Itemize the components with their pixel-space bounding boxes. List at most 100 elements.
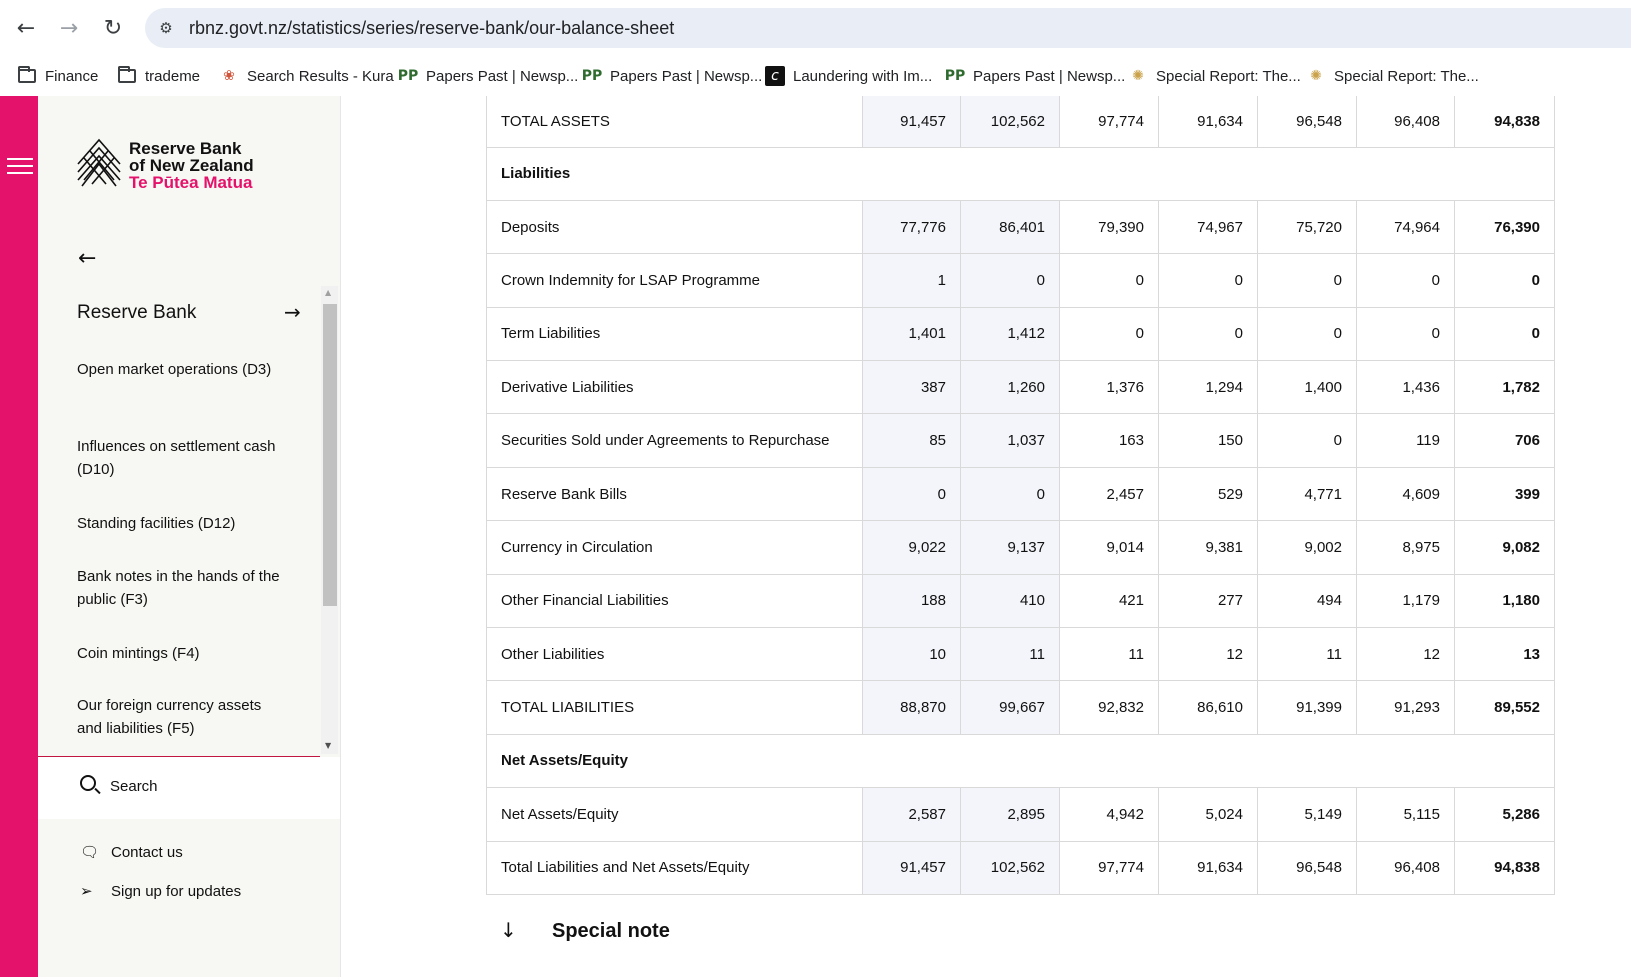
table-cell: 77,776 bbox=[862, 199, 961, 255]
papers-past-icon: PP bbox=[581, 68, 603, 84]
section-row: Net Assets/Equity bbox=[486, 733, 1555, 789]
row-label: Currency in Circulation bbox=[486, 520, 863, 575]
table-cell: 5,149 bbox=[1257, 787, 1357, 842]
table-cell: 0 bbox=[960, 466, 1060, 522]
table-cell: 5,024 bbox=[1158, 787, 1258, 842]
table-cell: 9,082 bbox=[1454, 520, 1555, 575]
sidebar-item-foreign-currency[interactable]: Our foreign currency assets and liabilit… bbox=[77, 697, 262, 737]
table-row: Currency in Circulation 9,022 9,137 9,014 9,… bbox=[486, 520, 1555, 575]
row-label: TOTAL LIABILITIES bbox=[486, 680, 863, 735]
table-cell: 91,634 bbox=[1158, 840, 1258, 895]
table-cell: 0 bbox=[862, 466, 961, 522]
arrow-down-icon: ↓ bbox=[500, 918, 517, 942]
table-cell: 706 bbox=[1454, 413, 1555, 468]
hamburger-menu-icon[interactable] bbox=[7, 158, 33, 174]
sidebar-item-standing-facilities[interactable]: Standing facilities (D12) bbox=[77, 515, 236, 532]
sidebar: Reserve Bank of New Zealand Te Pūtea Mat… bbox=[38, 96, 341, 977]
sidebar-heading[interactable]: Reserve Bank bbox=[77, 302, 197, 323]
table-cell: 410 bbox=[960, 573, 1060, 629]
compass-icon: ✺ bbox=[1310, 68, 1322, 84]
sign-up-link[interactable]: ➢ Sign up for updates bbox=[80, 882, 242, 900]
table-cell: 387 bbox=[862, 360, 961, 415]
section-row: Liabilities bbox=[486, 146, 1555, 201]
bookmark-kura[interactable]: ❀ Search Results - Kura bbox=[219, 64, 394, 88]
sidebar-item-open-market-operations[interactable]: Open market operations (D3) bbox=[77, 361, 272, 378]
sidebar-item-influences-settlement-cash[interactable]: Influences on settlement cash (D10) bbox=[77, 438, 276, 478]
dark-logo-icon: c bbox=[765, 66, 785, 86]
sidebar-item-coin-mintings[interactable]: Coin mintings (F4) bbox=[77, 645, 200, 662]
forward-arrow-icon[interactable]: → bbox=[284, 300, 301, 324]
table-cell: 5,115 bbox=[1356, 787, 1455, 842]
scroll-up-icon[interactable]: ▲ bbox=[325, 288, 332, 297]
bookmark-finance[interactable]: Finance bbox=[17, 64, 98, 88]
sidebar-scrollbar-thumb[interactable] bbox=[323, 304, 337, 606]
table-cell: 96,548 bbox=[1257, 840, 1357, 895]
table-cell: 1,294 bbox=[1158, 360, 1258, 415]
bookmark-laundering[interactable]: c Laundering with Im... bbox=[765, 64, 932, 88]
table-cell: 92,832 bbox=[1059, 680, 1159, 735]
rbnz-logo-mark-icon bbox=[77, 138, 121, 187]
table-cell: 74,964 bbox=[1356, 199, 1455, 255]
browser-toolbar: ← → ↻ ⚙ rbnz.govt.nz/statistics/series/r… bbox=[0, 0, 1631, 56]
row-label: Derivative Liabilities bbox=[486, 360, 863, 415]
address-bar[interactable]: ⚙ rbnz.govt.nz/statistics/series/reserve… bbox=[145, 8, 1631, 48]
table-cell: 12 bbox=[1356, 627, 1455, 682]
table-row: Reserve Bank Bills 0 0 2,457 529 4,771 4,609 39… bbox=[486, 466, 1555, 522]
table-cell: 89,552 bbox=[1454, 680, 1555, 735]
table-cell: 188 bbox=[862, 573, 961, 629]
table-row: TOTAL ASSETS 91,457 102,562 97,774 91,634 96,… bbox=[486, 96, 1555, 148]
section-heading: Liabilities bbox=[486, 146, 1555, 201]
bookmark-papers-past-3[interactable]: PP Papers Past | Newsp... bbox=[944, 67, 1126, 85]
bookmark-trademe[interactable]: trademe bbox=[117, 64, 200, 88]
table-row: Net Assets/Equity 2,587 2,895 4,942 5,024 5,1… bbox=[486, 787, 1555, 842]
table-cell: 277 bbox=[1158, 573, 1258, 629]
table-cell: 1,412 bbox=[960, 306, 1060, 362]
table-cell: 91,457 bbox=[862, 96, 961, 148]
reload-icon[interactable]: ↻ bbox=[103, 15, 123, 41]
table-cell: 102,562 bbox=[960, 96, 1060, 148]
table-cell: 102,562 bbox=[960, 840, 1060, 895]
table-cell: 529 bbox=[1158, 466, 1258, 522]
table-cell: 74,967 bbox=[1158, 199, 1258, 255]
table-cell: 91,457 bbox=[862, 840, 961, 895]
table-cell: 96,548 bbox=[1257, 96, 1357, 148]
row-label: Deposits bbox=[486, 199, 863, 255]
special-note-heading[interactable]: ↓ Special note bbox=[500, 918, 670, 942]
menu-strip bbox=[0, 96, 38, 977]
bookmark-papers-past-2[interactable]: PP Papers Past | Newsp... bbox=[581, 67, 763, 85]
back-arrow-icon[interactable]: ← bbox=[78, 246, 97, 271]
bookmarks-bar: Finance trademe ❀ Search Results - Kura … bbox=[0, 56, 1631, 96]
url-text[interactable]: rbnz.govt.nz/statistics/series/reserve-b… bbox=[189, 18, 675, 38]
table-cell: 2,457 bbox=[1059, 466, 1159, 522]
table-cell: 94,838 bbox=[1454, 840, 1555, 895]
paper-plane-icon: ➢ bbox=[80, 882, 93, 900]
row-label: Total Liabilities and Net Assets/Equity bbox=[486, 840, 863, 895]
table-cell: 91,293 bbox=[1356, 680, 1455, 735]
table-cell: 0 bbox=[1257, 413, 1357, 468]
folder-icon bbox=[117, 66, 137, 86]
row-label: Net Assets/Equity bbox=[486, 787, 863, 842]
bookmark-papers-past-1[interactable]: PP Papers Past | Newsp... bbox=[397, 67, 579, 85]
table-cell: 9,014 bbox=[1059, 520, 1159, 575]
contact-us-link[interactable]: 🗨 Contact us bbox=[80, 843, 183, 861]
table-row: Term Liabilities 1,401 1,412 0 0 0 0 0 bbox=[486, 306, 1555, 362]
table-cell: 494 bbox=[1257, 573, 1357, 629]
table-cell: 0 bbox=[1257, 306, 1357, 362]
back-arrow-icon[interactable]: ← bbox=[16, 15, 36, 41]
site-settings-icon[interactable]: ⚙ bbox=[159, 19, 173, 37]
table-cell: 8,975 bbox=[1356, 520, 1455, 575]
bookmark-special-report-2[interactable]: ✺ Special Report: The... bbox=[1306, 64, 1479, 88]
row-label: Crown Indemnity for LSAP Programme bbox=[486, 253, 863, 308]
forward-arrow-icon[interactable]: → bbox=[59, 15, 79, 41]
bookmark-special-report-1[interactable]: ✺ Special Report: The... bbox=[1128, 64, 1301, 88]
table-cell: 79,390 bbox=[1059, 199, 1159, 255]
search-button[interactable]: Search bbox=[38, 757, 340, 819]
logo-text: Reserve Bank of New Zealand Te Pūtea Mat… bbox=[129, 139, 254, 192]
rbnz-logo[interactable]: Reserve Bank of New Zealand Te Pūtea Mat… bbox=[76, 134, 306, 194]
table-cell: 1,400 bbox=[1257, 360, 1357, 415]
scroll-down-icon[interactable]: ▼ bbox=[325, 741, 332, 750]
table-cell: 119 bbox=[1356, 413, 1455, 468]
search-icon bbox=[80, 775, 96, 791]
table-cell: 0 bbox=[1158, 253, 1258, 308]
sidebar-item-bank-notes[interactable]: Bank notes in the hands of the public (F… bbox=[77, 568, 280, 608]
